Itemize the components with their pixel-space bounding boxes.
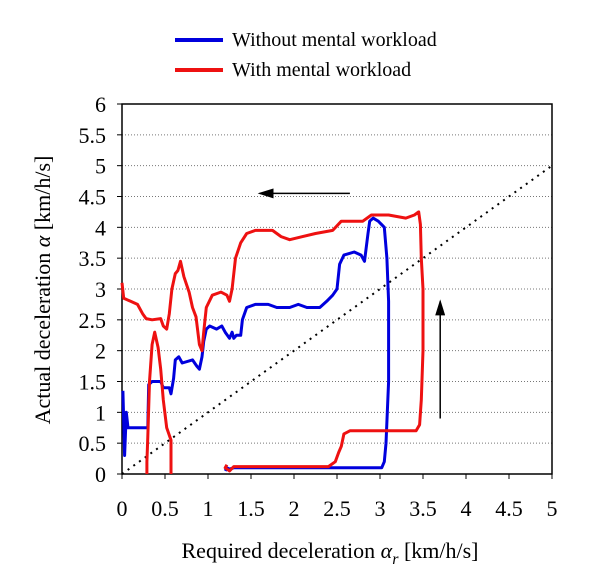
y-axis-title: Actual deceleration α [km/h/s]: [30, 156, 55, 425]
x-tick-label: 2.5: [323, 496, 351, 521]
x-tick-label: 5: [547, 496, 558, 521]
y-axis: 0 0.5 1 1.5 2 2.5 3 3.5 4 4.5 5 5.5 6: [79, 92, 122, 487]
x-tick-label: 2: [289, 496, 300, 521]
x-tick-label: 4.5: [495, 496, 523, 521]
series-line-with-mental-workload: [120, 210, 425, 474]
y-tick-label: 3: [95, 277, 106, 302]
x-tick-label: 3: [375, 496, 386, 521]
y-axis-label-text: Actual deceleration: [30, 253, 55, 425]
x-tick-label: 3.5: [409, 496, 437, 521]
y-tick-label: 5: [95, 154, 106, 179]
legend: Without mental workload With mental work…: [175, 29, 437, 81]
x-tick-label: 0: [117, 496, 128, 521]
x-axis-title: Required deceleration αr [km/h/s]: [182, 538, 479, 568]
legend-label-series-0: Without mental workload: [232, 29, 437, 51]
x-axis-symbol-subscript: r: [392, 551, 399, 568]
x-axis-label-text: Required deceleration: [182, 538, 376, 563]
y-tick-label: 4.5: [79, 185, 107, 210]
x-axis-unit: [km/h/s]: [404, 538, 479, 563]
x-tick-label: 0.5: [151, 496, 179, 521]
y-tick-label: 2.5: [79, 308, 107, 333]
x-axis: 0 0.5 1 1.5 2 2.5 3 3.5 4 4.5 5: [117, 474, 558, 521]
y-tick-label: 0: [95, 462, 106, 487]
y-axis-symbol: α: [30, 235, 55, 247]
x-axis-symbol: α: [381, 538, 393, 563]
y-tick-label: 3.5: [79, 246, 107, 271]
y-tick-label: 1: [95, 400, 106, 425]
x-tick-label: 4: [461, 496, 472, 521]
y-axis-unit: [km/h/s]: [30, 156, 55, 231]
y-tick-label: 2: [95, 339, 106, 364]
x-tick-label: 1.5: [237, 496, 265, 521]
y-tick-label: 5.5: [79, 123, 107, 148]
y-tick-label: 0.5: [79, 431, 107, 456]
reference-diagonal-line: [121, 164, 553, 475]
series-line-without-mental-workload: [121, 216, 391, 472]
y-tick-label: 4: [95, 215, 106, 240]
legend-label-series-1: With mental workload: [232, 59, 411, 81]
x-tick-label: 1: [203, 496, 214, 521]
y-tick-label: 1.5: [79, 370, 107, 395]
y-tick-label: 6: [95, 92, 106, 117]
